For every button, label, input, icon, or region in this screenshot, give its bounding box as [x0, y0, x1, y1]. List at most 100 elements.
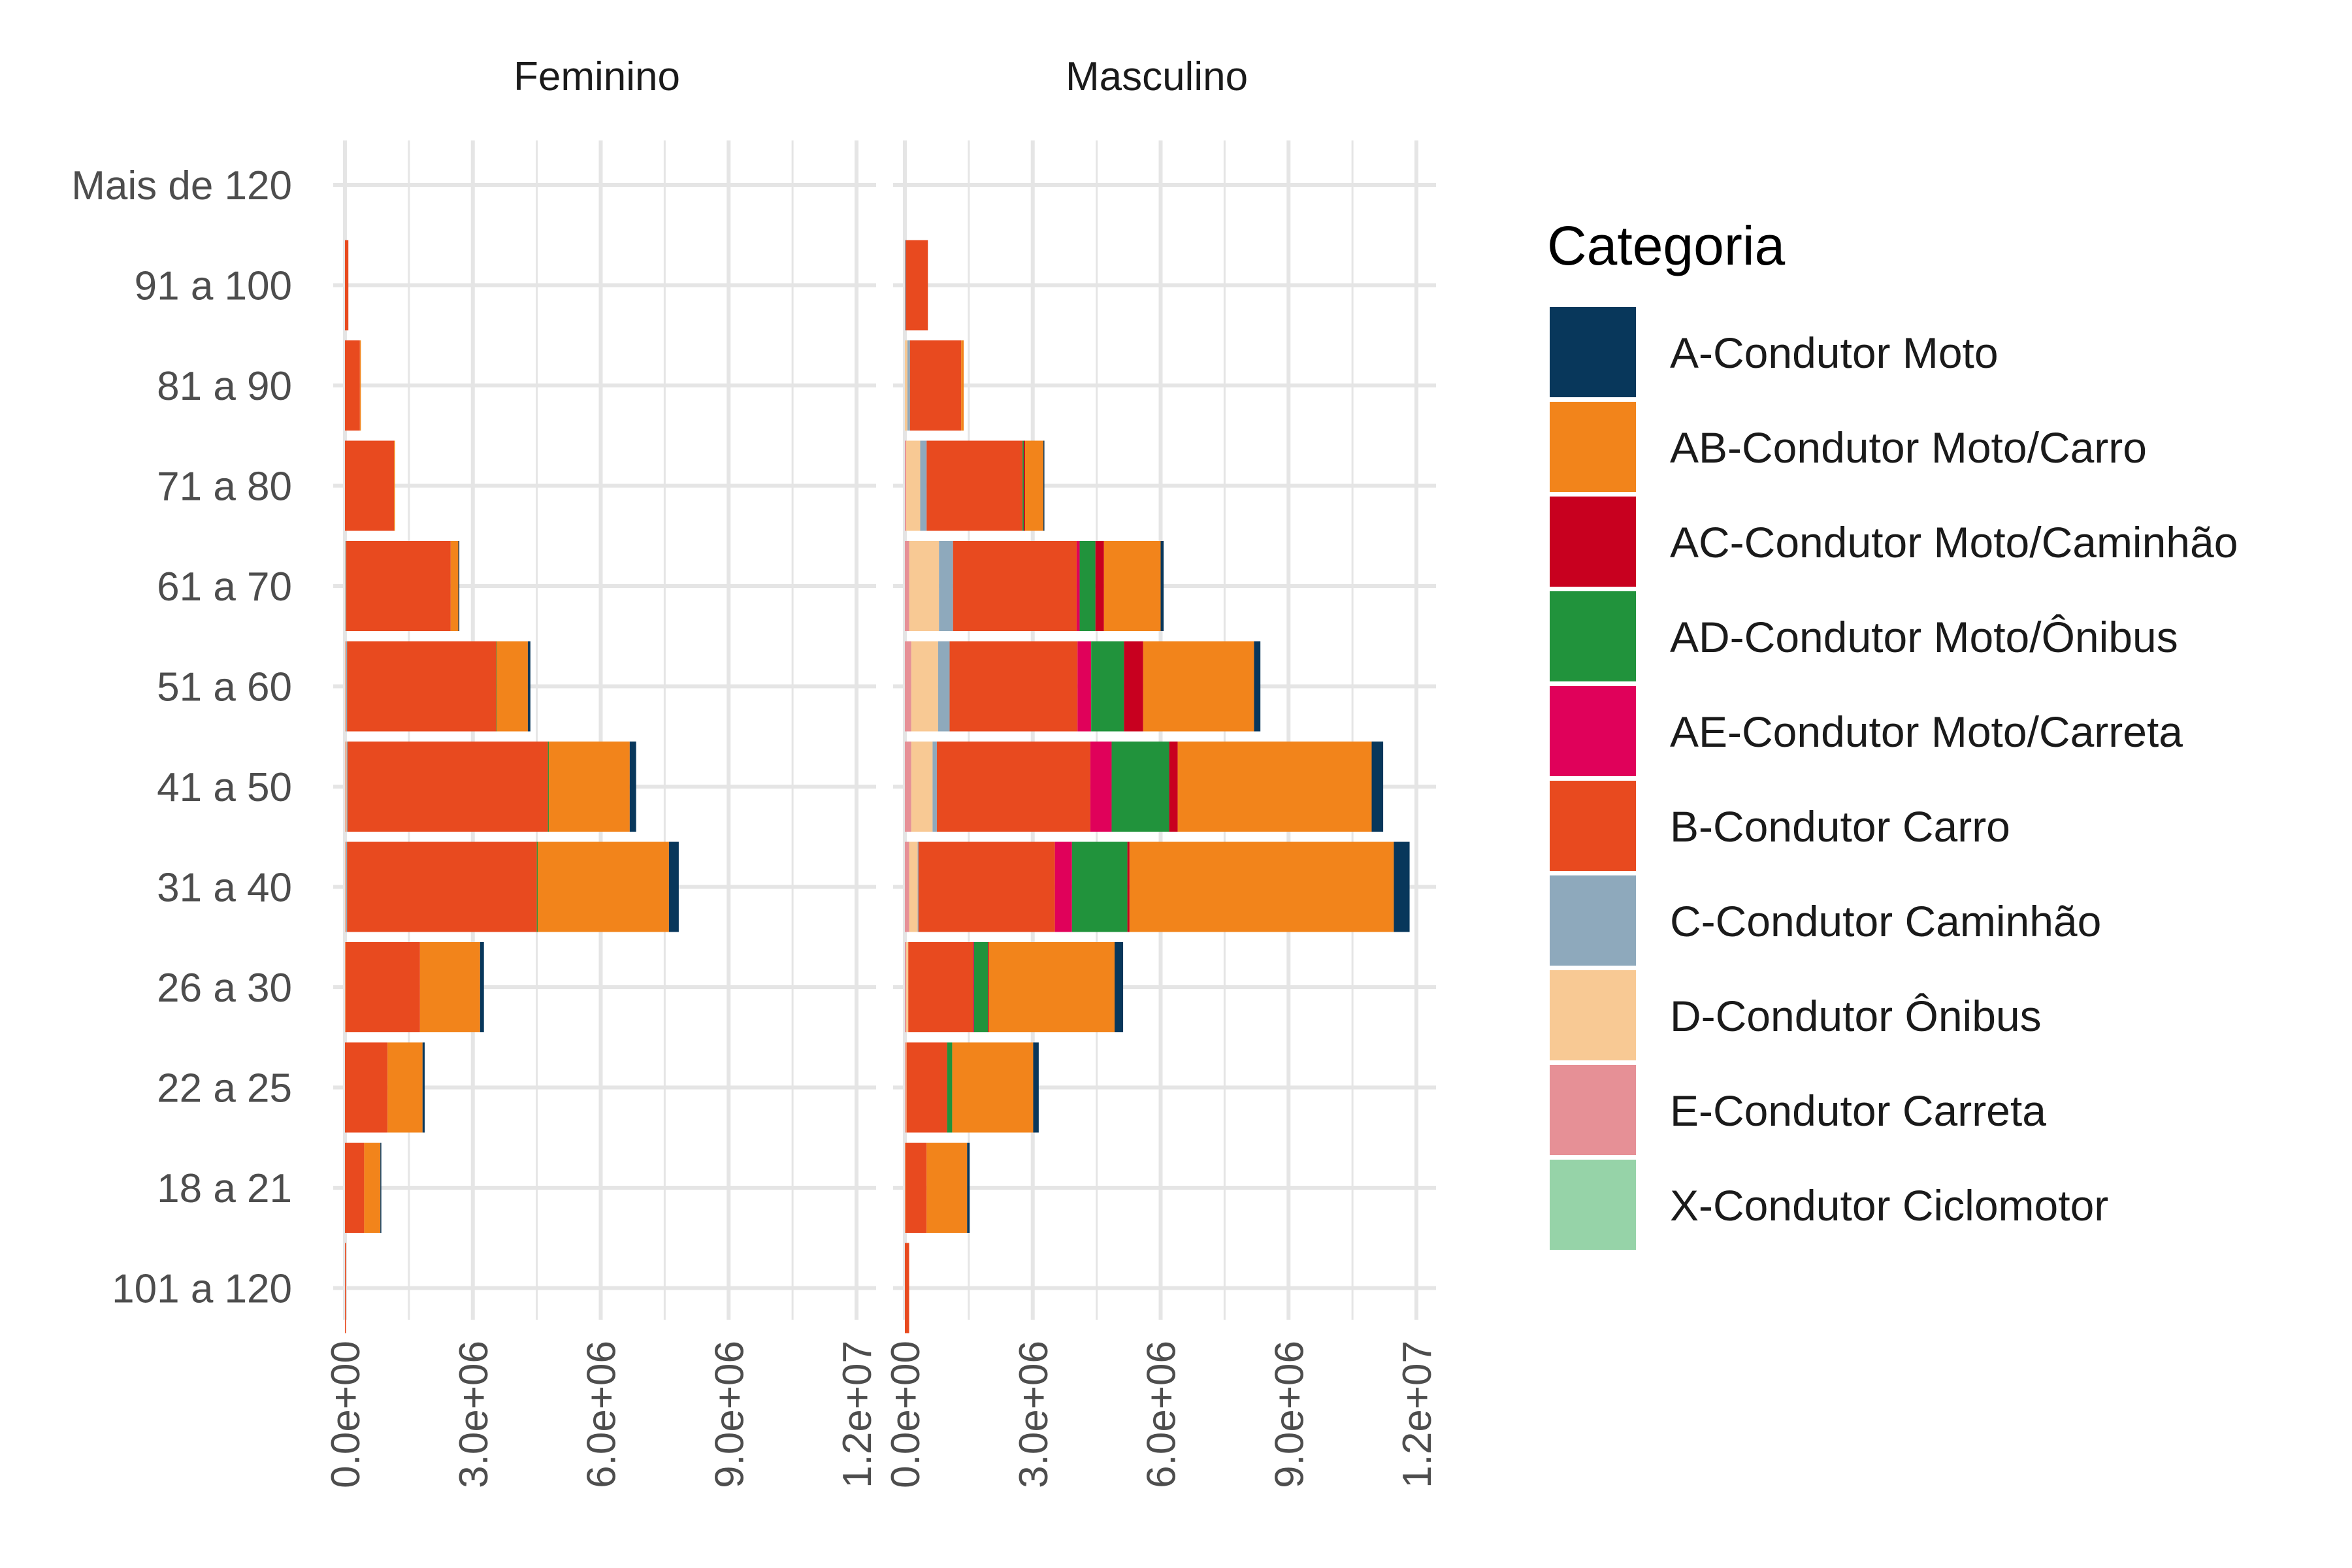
bar-masculino-22-a-25-ab-condutor-moto-carro: [952, 1042, 1034, 1133]
bar-masculino-101-a-120-b-condutor-carro: [905, 1243, 909, 1333]
bar-masculino-41-a-50-ae-condutor-moto-carreta: [1090, 742, 1112, 832]
panel-masculino: Masculino 0.0e+00 3.0e+06 6.0e+06 9.0e+06 1.2…: [883, 54, 1440, 1488]
bar-masculino-51-a-60-d-condutor-onibus: [911, 641, 938, 732]
bar-masculino-51-a-60-ac-condutor-moto-caminhao: [1124, 641, 1143, 732]
y-tick-label: 26 a 30: [157, 966, 292, 1011]
x-tick-label: 0.0e+00: [883, 1341, 928, 1488]
y-tick-label: 71 a 80: [157, 465, 292, 510]
y-tick-label: 101 a 120: [112, 1267, 292, 1312]
bar-masculino-51-a-60-ab-condutor-moto-carro: [1143, 641, 1254, 732]
bar-masculino-71-a-80-ad-condutor-moto-onibus: [1022, 440, 1024, 531]
legend-label-x-condutor-ciclomotor: X-Condutor Ciclomotor: [1670, 1181, 2108, 1230]
bar-masculino-31-a-40-ad-condutor-moto-onibus: [1071, 841, 1128, 932]
x-tick-label: 6.0e+06: [1139, 1341, 1184, 1488]
bar-feminino-41-a-50-b-condutor-carro: [347, 742, 548, 832]
y-tick-label: 41 a 50: [157, 765, 292, 810]
bar-feminino-26-a-30-ab-condutor-moto-carro: [419, 942, 480, 1032]
bar-feminino-81-a-90-b-condutor-carro: [345, 340, 360, 431]
bar-masculino-41-a-50-b-condutor-carro: [936, 742, 1090, 832]
x-tick-label: 1.2e+07: [835, 1341, 880, 1488]
legend-swatch-e-condutor-carreta: [1550, 1065, 1636, 1155]
bar-feminino-26-a-30-b-condutor-carro: [345, 942, 420, 1032]
bar-masculino-31-a-40-d-condutor-onibus: [909, 841, 918, 932]
bar-masculino-51-a-60-ae-condutor-moto-carreta: [1077, 641, 1092, 732]
bar-feminino-41-a-50-ab-condutor-moto-carro: [548, 742, 630, 832]
bar-masculino-22-a-25-d-condutor-onibus: [906, 1042, 907, 1133]
bar-masculino-81-a-90-b-condutor-carro: [909, 340, 962, 431]
bar-masculino-22-a-25-ad-condutor-moto-onibus: [947, 1042, 953, 1133]
bar-masculino-91-a-100-b-condutor-carro: [906, 240, 928, 331]
bar-masculino-22-a-25-a-condutor-moto: [1033, 1042, 1039, 1133]
bar-feminino-22-a-25-a-condutor-moto: [422, 1042, 425, 1133]
y-tick-label: 22 a 25: [157, 1066, 292, 1111]
bar-masculino-51-a-60-c-condutor-caminhao: [938, 641, 950, 732]
bar-masculino-26-a-30-d-condutor-onibus: [906, 942, 909, 1032]
bar-feminino-18-a-21-b-condutor-carro: [345, 1143, 365, 1233]
bar-feminino-31-a-40-b-condutor-carro: [347, 841, 537, 932]
bar-masculino-61-a-70-ab-condutor-moto-carro: [1103, 541, 1161, 631]
legend-label-c-condutor-caminhao: C-Condutor Caminhão: [1670, 897, 2101, 945]
panels: Feminino 0.0e+00 3.0e+06 6.0e+06 9.0e+06 1.2e…: [323, 54, 1440, 1488]
bar-feminino-61-a-70-ab-condutor-moto-carro: [450, 541, 459, 631]
panel-title-masculino: Masculino: [1066, 54, 1248, 99]
bar-feminino-51-a-60-c-condutor-caminhao: [346, 641, 348, 732]
bar-feminino-31-a-40-c-condutor-caminhao: [346, 841, 348, 932]
bar-masculino-26-a-30-ae-condutor-moto-carreta: [973, 942, 974, 1032]
bar-masculino-51-a-60-e-condutor-carreta: [905, 641, 911, 732]
bar-feminino-22-a-25-b-condutor-carro: [345, 1042, 388, 1133]
legend-label-ad-condutor-moto-onibus: AD-Condutor Moto/Ônibus: [1670, 613, 2178, 661]
bar-feminino-41-a-50-d-condutor-onibus: [345, 742, 347, 832]
bar-masculino-41-a-50-ab-condutor-moto-carro: [1177, 742, 1372, 832]
x-tick-label: 6.0e+06: [580, 1341, 625, 1488]
bar-masculino-26-a-30-b-condutor-carro: [908, 942, 973, 1032]
bar-feminino-18-a-21-a-condutor-moto: [380, 1143, 382, 1233]
legend-swatch-x-condutor-ciclomotor: [1550, 1160, 1636, 1250]
bar-feminino-31-a-40-ab-condutor-moto-carro: [537, 841, 669, 932]
bar-masculino-51-a-60-ad-condutor-moto-onibus: [1091, 641, 1124, 732]
x-tick-label: 3.0e+06: [451, 1341, 497, 1488]
bar-masculino-61-a-70-a-condutor-moto: [1160, 541, 1164, 631]
bar-masculino-31-a-40-ab-condutor-moto-carro: [1129, 841, 1394, 932]
bar-masculino-26-a-30-a-condutor-moto: [1115, 942, 1124, 1032]
x-tick-label: 0.0e+00: [323, 1341, 368, 1488]
bar-feminino-101-a-120-b-condutor-carro: [345, 1243, 346, 1333]
x-tick-label: 3.0e+06: [1011, 1341, 1056, 1488]
bar-masculino-91-a-100-c-condutor-caminhao: [905, 240, 906, 331]
bar-masculino-71-a-80-b-condutor-carro: [926, 440, 1023, 531]
bar-feminino-41-a-50-c-condutor-caminhao: [346, 742, 348, 832]
bar-feminino-71-a-80-b-condutor-carro: [345, 440, 395, 531]
bar-feminino-31-a-40-d-condutor-onibus: [345, 841, 347, 932]
bar-feminino-61-a-70-b-condutor-carro: [346, 541, 451, 631]
bar-feminino-71-a-80-ab-condutor-moto-carro: [394, 440, 395, 531]
bar-feminino-26-a-30-a-condutor-moto: [480, 942, 484, 1032]
bar-masculino-31-a-40-a-condutor-moto: [1394, 841, 1410, 932]
legend-swatch-ab-condutor-moto-carro: [1550, 402, 1636, 492]
legend-label-b-condutor-carro: B-Condutor Carro: [1670, 802, 2010, 851]
bar-masculino-71-a-80-c-condutor-caminhao: [920, 440, 927, 531]
legend-swatch-a-condutor-moto: [1550, 307, 1636, 397]
bar-feminino-51-a-60-d-condutor-onibus: [345, 641, 347, 732]
bar-masculino-71-a-80-ab-condutor-moto-carro: [1025, 440, 1044, 531]
bar-masculino-61-a-70-d-condutor-onibus: [909, 541, 939, 631]
legend-label-ae-condutor-moto-carreta: AE-Condutor Moto/Carreta: [1670, 708, 2183, 756]
x-tick-label: 9.0e+06: [707, 1341, 752, 1488]
y-tick-label: 61 a 70: [157, 564, 292, 610]
bar-masculino-81-a-90-ab-condutor-moto-carro: [961, 340, 964, 431]
y-axis: Mais de 120 91 a 100 81 a 90 71 a 80 61 a 70…: [71, 163, 292, 1312]
bar-feminino-31-a-40-a-condutor-moto: [668, 841, 679, 932]
bar-masculino-31-a-40-e-condutor-carreta: [905, 841, 909, 932]
legend-swatch-ad-condutor-moto-onibus: [1550, 591, 1636, 681]
bar-masculino-26-a-30-ad-condutor-moto-onibus: [973, 942, 988, 1032]
bar-feminino-81-a-90-ab-condutor-moto-carro: [359, 340, 361, 431]
legend-label-d-condutor-onibus: D-Condutor Ônibus: [1670, 992, 2042, 1040]
bar-feminino-51-a-60-b-condutor-carro: [347, 641, 497, 732]
legend-label-ab-condutor-moto-carro: AB-Condutor Moto/Carro: [1670, 423, 2147, 472]
legend-swatch-b-condutor-carro: [1550, 781, 1636, 871]
bar-masculino-31-a-40-ae-condutor-moto-carreta: [1054, 841, 1072, 932]
y-tick-label: 91 a 100: [135, 264, 292, 309]
bar-masculino-26-a-30-e-condutor-carreta: [905, 942, 906, 1032]
panel-feminino: Feminino 0.0e+00 3.0e+06 6.0e+06 9.0e+06 1.2e…: [323, 54, 880, 1488]
legend: Categoria A-Condutor Moto AB-Condutor Moto…: [1547, 215, 2238, 1250]
bar-masculino-31-a-40-ac-condutor-moto-caminhao: [1127, 841, 1130, 932]
